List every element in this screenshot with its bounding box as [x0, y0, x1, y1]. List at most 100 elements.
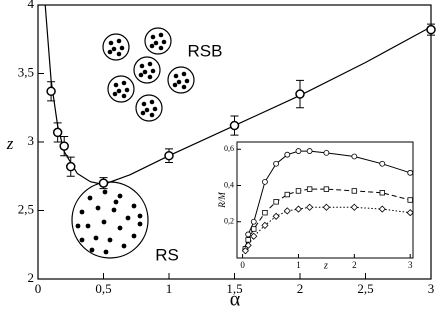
icon-dot: [161, 39, 167, 45]
data-point: [229, 120, 240, 131]
cluster-icons: [71, 27, 195, 259]
icon-dot: [113, 82, 119, 88]
icon-dot: [117, 193, 123, 199]
icon-dot: [79, 237, 85, 243]
icon-dot: [141, 101, 147, 107]
icon-dot: [153, 40, 159, 46]
marker: [323, 186, 330, 192]
icon-dot: [139, 63, 145, 69]
y-axis-label: R/M: [217, 192, 227, 209]
marker: [284, 151, 291, 158]
marker: [306, 203, 314, 211]
icon-dot: [107, 237, 113, 243]
icon-dot: [181, 84, 187, 90]
icon-dot: [147, 61, 153, 67]
icon-dot: [125, 215, 131, 221]
marker: [262, 178, 268, 185]
icon-dot: [173, 73, 179, 79]
cluster-icon: [102, 33, 130, 61]
x-tick-label: 3: [408, 260, 413, 270]
x-tick-label: 2: [297, 281, 304, 296]
icon-dot: [89, 247, 95, 253]
marker: [262, 209, 268, 216]
icon-dot: [172, 82, 178, 88]
data-point: [98, 178, 109, 188]
icon-dot: [158, 32, 164, 38]
icon-dot: [149, 99, 155, 105]
marker: [406, 209, 414, 217]
marker: [245, 231, 252, 238]
icon-dot: [121, 243, 127, 249]
icon-dot: [113, 199, 119, 205]
marker: [306, 186, 313, 192]
icon-dot: [116, 51, 122, 57]
icon-dot: [79, 209, 85, 215]
marker: [323, 149, 330, 156]
icon-dot: [181, 71, 187, 77]
icon-dot: [108, 40, 114, 46]
icon-dot: [103, 249, 109, 255]
marker: [273, 160, 280, 167]
marker: [250, 232, 258, 240]
x-tick-label: 2,5: [357, 281, 373, 296]
icon-dot: [144, 107, 150, 113]
data-point: [426, 24, 436, 35]
icon-dot: [176, 79, 182, 85]
icon-dot: [93, 235, 99, 241]
icon-dot: [137, 213, 143, 219]
marker: [379, 190, 385, 196]
icon-dot: [150, 68, 156, 74]
icon-dot: [107, 49, 113, 55]
y-tick-label: 0,4: [224, 180, 234, 189]
y-tick-label: 4: [28, 0, 35, 11]
marker: [273, 199, 279, 205]
icon-dot: [142, 69, 148, 75]
x-axis-label: z: [323, 260, 328, 271]
cluster-icon: [167, 66, 195, 94]
data-point: [164, 150, 174, 161]
icon-dot: [152, 106, 158, 112]
icon-dot: [119, 45, 125, 51]
x-tick-label: 1,5: [226, 281, 242, 296]
y-tick-label: 3: [28, 133, 35, 148]
marker: [295, 148, 302, 154]
icon-dot: [150, 34, 156, 40]
x-tick-label: 3: [428, 281, 435, 296]
cluster-icon: [71, 181, 149, 259]
x-axis-label: α: [230, 289, 241, 311]
data-point: [52, 127, 63, 138]
x-tick-label: 0: [240, 260, 245, 270]
icon-dot: [184, 78, 190, 84]
y-tick-label: 3,5: [18, 64, 34, 79]
icon-dot: [112, 91, 118, 97]
annotation: RS: [155, 245, 179, 264]
icon-dot: [116, 38, 122, 44]
icon-dot: [101, 219, 107, 225]
marker: [407, 197, 413, 203]
marker: [306, 148, 313, 154]
cluster-icon: [107, 75, 135, 103]
y-tick-label: 0,2: [224, 217, 234, 226]
marker: [261, 221, 269, 229]
marker: [244, 241, 252, 249]
marker: [350, 203, 358, 211]
marker: [294, 205, 303, 213]
inset-frame: [236, 141, 414, 259]
icon-dot: [111, 207, 117, 213]
icon-dot: [147, 74, 153, 80]
marker: [251, 226, 257, 232]
marker: [407, 169, 414, 176]
icon-dot: [149, 43, 155, 49]
icon-dot: [95, 205, 101, 211]
data-point: [59, 141, 69, 151]
x-tick-label: 1: [296, 260, 301, 270]
icon-dot: [124, 87, 130, 93]
icon-dot: [102, 189, 108, 195]
cluster-icon: [133, 56, 161, 84]
marker: [351, 188, 358, 194]
icon-dot: [138, 72, 144, 78]
marker: [241, 247, 249, 255]
marker: [351, 153, 358, 160]
marker: [295, 188, 302, 194]
